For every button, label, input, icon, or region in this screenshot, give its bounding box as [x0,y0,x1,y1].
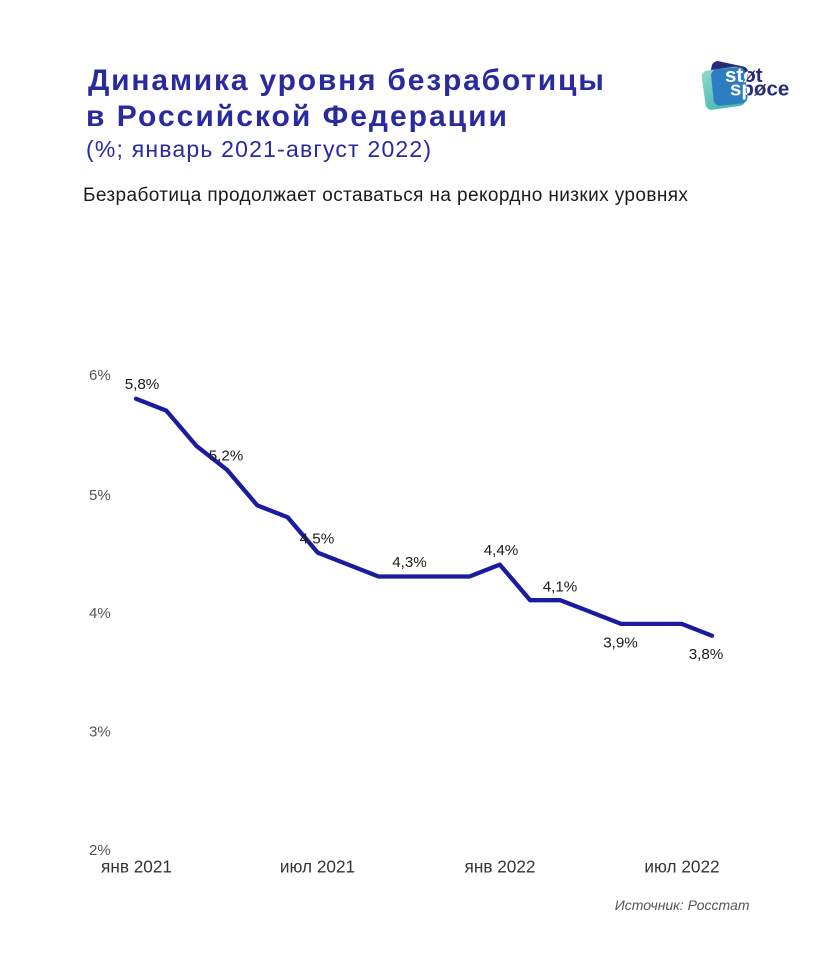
svg-text:2%: 2% [89,842,111,859]
svg-text:июл 2021: июл 2021 [280,857,355,877]
svg-text:3%: 3% [89,724,111,741]
svg-text:3,9%: 3,9% [603,635,638,652]
svg-text:Источник: Росстат: Источник: Росстат [615,897,750,913]
svg-text:støt: støt [725,64,763,87]
svg-text:янв 2022: янв 2022 [465,857,536,877]
svg-text:4,5%: 4,5% [300,530,335,547]
svg-text:4,3%: 4,3% [392,554,427,571]
svg-text:4,1%: 4,1% [543,578,578,595]
svg-text:støt: støt [725,64,763,87]
svg-text:3,8%: 3,8% [689,646,724,663]
svg-text:июл 2022: июл 2022 [644,857,719,877]
svg-text:4,4%: 4,4% [484,542,519,559]
svg-text:6%: 6% [89,367,111,384]
svg-text:spøce: spøce [730,77,789,100]
svg-text:янв 2021: янв 2021 [101,857,172,877]
svg-text:5%: 5% [89,487,111,504]
svg-text:5,2%: 5,2% [209,447,244,464]
svg-text:4%: 4% [89,605,111,622]
svg-text:spøce: spøce [730,77,789,100]
svg-text:5,8%: 5,8% [125,376,160,393]
